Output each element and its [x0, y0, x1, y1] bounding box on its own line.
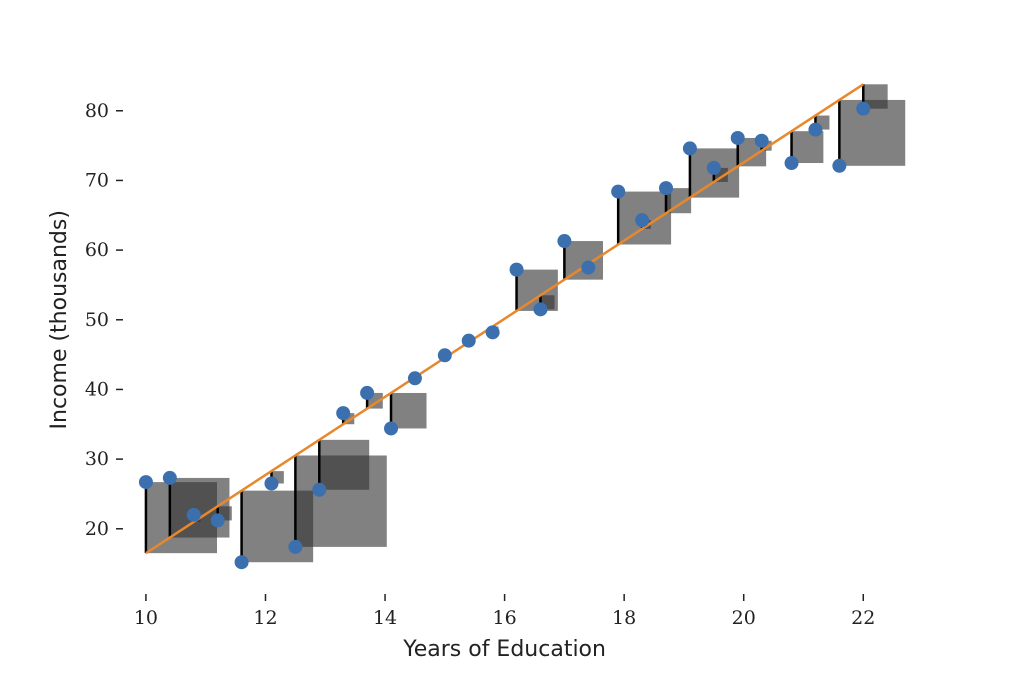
fit-line-layer [145, 83, 864, 555]
x-tick-label-0: 10 [134, 607, 158, 629]
y-tick-label-6: 80 [85, 100, 109, 122]
y-tick-label-3: 50 [85, 309, 109, 331]
data-point-27 [808, 122, 823, 137]
residual-square-25 [761, 140, 772, 151]
residual-square-17 [564, 241, 603, 280]
residual-square-26 [791, 131, 824, 164]
data-point-4 [234, 555, 249, 570]
data-point-9 [360, 385, 375, 400]
data-point-12 [437, 348, 452, 363]
data-point-3 [210, 513, 225, 528]
y-tick-label-4: 60 [85, 239, 109, 261]
data-point-17 [557, 234, 572, 249]
fit-line [145, 83, 864, 555]
y-tick-label-0: 20 [85, 518, 109, 540]
data-point-13 [461, 333, 476, 348]
data-point-5 [264, 476, 279, 491]
data-point-11 [407, 371, 422, 386]
data-point-23 [706, 160, 721, 175]
data-point-10 [384, 421, 399, 436]
data-point-28 [832, 158, 847, 173]
residual-square-8 [343, 413, 355, 425]
data-point-6 [288, 539, 303, 554]
data-point-15 [509, 262, 524, 277]
data-point-26 [784, 156, 799, 171]
data-point-24 [730, 130, 745, 145]
y-tick-label-1: 30 [85, 448, 109, 470]
y-axis-label: Income (thousands) [47, 210, 72, 429]
data-point-14 [485, 325, 500, 340]
x-tick-label-5: 20 [732, 607, 756, 629]
data-point-22 [682, 141, 697, 156]
data-point-16 [533, 302, 548, 317]
x-tick-label-2: 14 [373, 607, 397, 629]
y-tick-label-2: 40 [85, 378, 109, 400]
data-point-18 [581, 260, 596, 275]
x-tick-label-3: 16 [493, 607, 517, 629]
data-point-0 [138, 475, 153, 490]
x-tick-label-6: 22 [851, 607, 875, 629]
data-point-2 [186, 507, 201, 522]
x-tick-label-1: 12 [253, 607, 277, 629]
data-point-20 [635, 213, 650, 228]
x-tick-label-4: 18 [612, 607, 636, 629]
data-points [138, 101, 871, 570]
data-point-7 [312, 482, 327, 497]
data-point-1 [162, 470, 177, 485]
residual-square-7 [319, 439, 370, 490]
data-point-29 [856, 101, 871, 116]
residual-square-28 [839, 99, 906, 166]
x-axis-label: Years of Education [402, 637, 606, 662]
data-point-21 [659, 181, 673, 196]
data-point-8 [336, 406, 351, 421]
data-point-19 [611, 184, 626, 199]
y-tick-label-5: 70 [85, 169, 109, 191]
residual-square-10 [391, 392, 427, 429]
data-point-25 [754, 133, 769, 148]
axes: 10 12 14 16 18 20 22 20 30 40 50 60 70 80 [85, 100, 876, 629]
